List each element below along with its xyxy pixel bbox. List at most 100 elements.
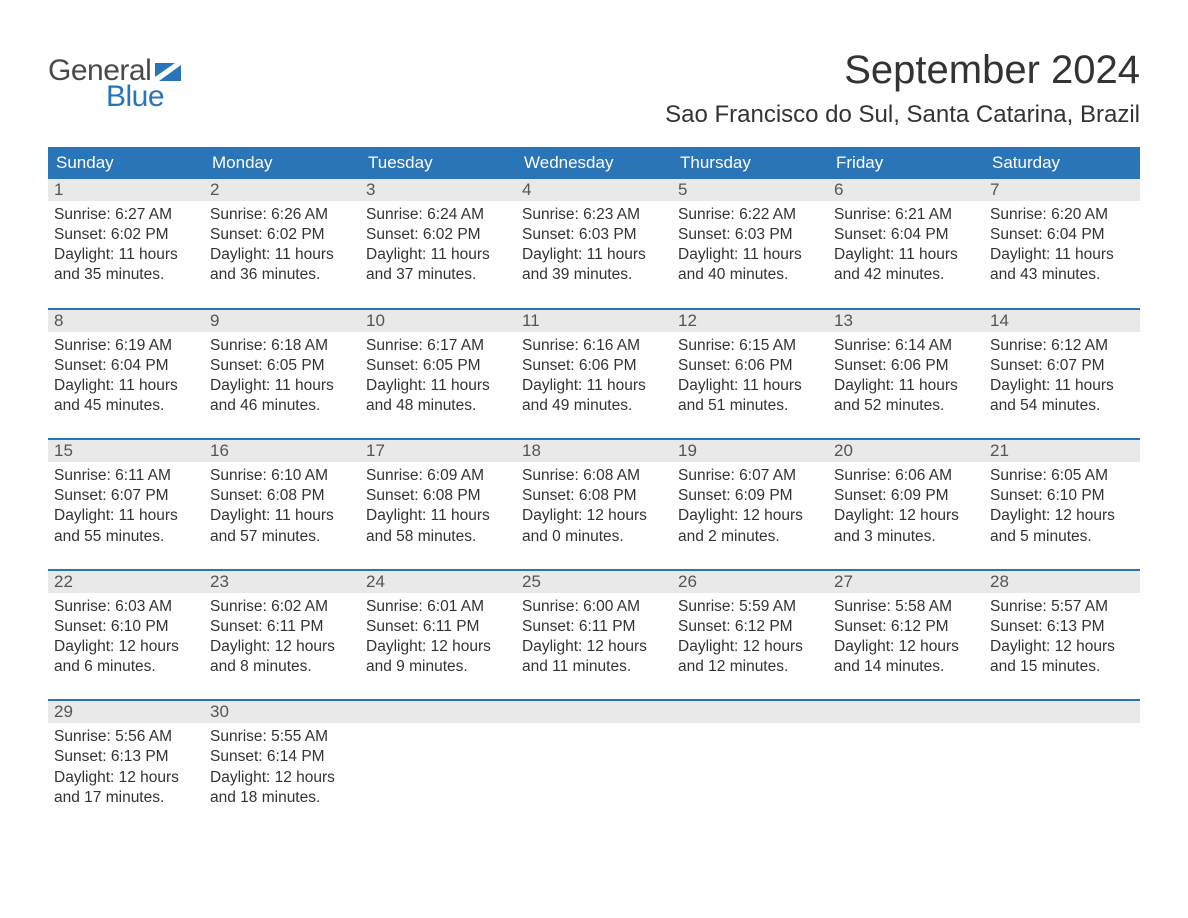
day-dl2: and 14 minutes. [834, 657, 978, 677]
daynum-row: 11 [516, 310, 672, 332]
day-dl1: Daylight: 11 hours [54, 506, 198, 526]
calendar-day: 4Sunrise: 6:23 AMSunset: 6:03 PMDaylight… [516, 179, 672, 290]
calendar-day: 3Sunrise: 6:24 AMSunset: 6:02 PMDaylight… [360, 179, 516, 290]
daynum-row: 16 [204, 440, 360, 462]
day-body: Sunrise: 6:16 AMSunset: 6:06 PMDaylight:… [516, 332, 672, 421]
calendar-day: 22Sunrise: 6:03 AMSunset: 6:10 PMDayligh… [48, 571, 204, 682]
daynum-row: 12 [672, 310, 828, 332]
calendar-day [360, 701, 516, 812]
day-dl1: Daylight: 11 hours [522, 245, 666, 265]
day-sunrise: Sunrise: 6:18 AM [210, 336, 354, 356]
day-body: Sunrise: 5:55 AMSunset: 6:14 PMDaylight:… [204, 723, 360, 812]
day-sunset: Sunset: 6:02 PM [54, 225, 198, 245]
day-number: 7 [990, 180, 999, 199]
calendar-day [828, 701, 984, 812]
day-dl2: and 43 minutes. [990, 265, 1134, 285]
calendar-day: 14Sunrise: 6:12 AMSunset: 6:07 PMDayligh… [984, 310, 1140, 421]
week-row: 8Sunrise: 6:19 AMSunset: 6:04 PMDaylight… [48, 308, 1140, 421]
day-dl2: and 57 minutes. [210, 527, 354, 547]
day-dl2: and 40 minutes. [678, 265, 822, 285]
day-dl1: Daylight: 12 hours [678, 637, 822, 657]
day-sunrise: Sunrise: 6:06 AM [834, 466, 978, 486]
flag-icon [155, 63, 181, 81]
day-dl2: and 39 minutes. [522, 265, 666, 285]
day-sunset: Sunset: 6:09 PM [678, 486, 822, 506]
title-block: September 2024 Sao Francisco do Sul, San… [665, 48, 1140, 139]
daynum-row: 18 [516, 440, 672, 462]
daynum-row: 20 [828, 440, 984, 462]
week-row: 29Sunrise: 5:56 AMSunset: 6:13 PMDayligh… [48, 699, 1140, 812]
day-sunset: Sunset: 6:10 PM [990, 486, 1134, 506]
day-sunset: Sunset: 6:07 PM [990, 356, 1134, 376]
day-sunrise: Sunrise: 6:01 AM [366, 597, 510, 617]
day-number: 29 [54, 702, 73, 721]
day-dl2: and 9 minutes. [366, 657, 510, 677]
day-sunrise: Sunrise: 6:21 AM [834, 205, 978, 225]
calendar-day: 20Sunrise: 6:06 AMSunset: 6:09 PMDayligh… [828, 440, 984, 551]
day-number: 1 [54, 180, 63, 199]
day-body: Sunrise: 6:15 AMSunset: 6:06 PMDaylight:… [672, 332, 828, 421]
day-body [516, 723, 672, 743]
day-number: 13 [834, 311, 853, 330]
day-dl1: Daylight: 12 hours [210, 637, 354, 657]
day-dl2: and 17 minutes. [54, 788, 198, 808]
day-body: Sunrise: 6:09 AMSunset: 6:08 PMDaylight:… [360, 462, 516, 551]
day-dl2: and 5 minutes. [990, 527, 1134, 547]
day-number: 3 [366, 180, 375, 199]
day-body: Sunrise: 6:19 AMSunset: 6:04 PMDaylight:… [48, 332, 204, 421]
day-number [366, 702, 371, 721]
calendar-day: 18Sunrise: 6:08 AMSunset: 6:08 PMDayligh… [516, 440, 672, 551]
day-dl1: Daylight: 12 hours [54, 637, 198, 657]
day-dl1: Daylight: 12 hours [990, 506, 1134, 526]
day-number: 19 [678, 441, 697, 460]
day-dl2: and 49 minutes. [522, 396, 666, 416]
day-dl2: and 52 minutes. [834, 396, 978, 416]
day-dl1: Daylight: 11 hours [522, 376, 666, 396]
day-dl2: and 0 minutes. [522, 527, 666, 547]
day-number: 26 [678, 572, 697, 591]
daynum-row: 10 [360, 310, 516, 332]
daynum-row [516, 701, 672, 723]
daynum-row: 15 [48, 440, 204, 462]
day-dl2: and 8 minutes. [210, 657, 354, 677]
daynum-row: 26 [672, 571, 828, 593]
day-number: 15 [54, 441, 73, 460]
day-sunset: Sunset: 6:02 PM [366, 225, 510, 245]
day-number: 17 [366, 441, 385, 460]
day-sunset: Sunset: 6:14 PM [210, 747, 354, 767]
day-dl2: and 46 minutes. [210, 396, 354, 416]
day-sunrise: Sunrise: 6:20 AM [990, 205, 1134, 225]
daynum-row: 28 [984, 571, 1140, 593]
month-title: September 2024 [665, 48, 1140, 93]
day-sunrise: Sunrise: 6:19 AM [54, 336, 198, 356]
daynum-row: 14 [984, 310, 1140, 332]
calendar-day: 29Sunrise: 5:56 AMSunset: 6:13 PMDayligh… [48, 701, 204, 812]
day-dl2: and 36 minutes. [210, 265, 354, 285]
day-number: 6 [834, 180, 843, 199]
day-sunset: Sunset: 6:05 PM [210, 356, 354, 376]
day-sunrise: Sunrise: 5:55 AM [210, 727, 354, 747]
day-header-monday: Monday [204, 147, 360, 179]
day-sunrise: Sunrise: 5:56 AM [54, 727, 198, 747]
daynum-row: 3 [360, 179, 516, 201]
day-dl1: Daylight: 12 hours [366, 637, 510, 657]
day-number [834, 702, 839, 721]
calendar-day: 27Sunrise: 5:58 AMSunset: 6:12 PMDayligh… [828, 571, 984, 682]
day-number: 16 [210, 441, 229, 460]
day-header-friday: Friday [828, 147, 984, 179]
day-sunset: Sunset: 6:12 PM [678, 617, 822, 637]
day-dl2: and 48 minutes. [366, 396, 510, 416]
calendar-day: 23Sunrise: 6:02 AMSunset: 6:11 PMDayligh… [204, 571, 360, 682]
day-sunset: Sunset: 6:05 PM [366, 356, 510, 376]
day-number: 14 [990, 311, 1009, 330]
day-sunrise: Sunrise: 6:16 AM [522, 336, 666, 356]
day-dl1: Daylight: 12 hours [834, 506, 978, 526]
day-dl2: and 11 minutes. [522, 657, 666, 677]
calendar-day: 7Sunrise: 6:20 AMSunset: 6:04 PMDaylight… [984, 179, 1140, 290]
day-dl1: Daylight: 11 hours [834, 245, 978, 265]
day-sunset: Sunset: 6:11 PM [210, 617, 354, 637]
calendar-day: 26Sunrise: 5:59 AMSunset: 6:12 PMDayligh… [672, 571, 828, 682]
day-body [828, 723, 984, 743]
calendar-day [672, 701, 828, 812]
day-sunset: Sunset: 6:04 PM [54, 356, 198, 376]
